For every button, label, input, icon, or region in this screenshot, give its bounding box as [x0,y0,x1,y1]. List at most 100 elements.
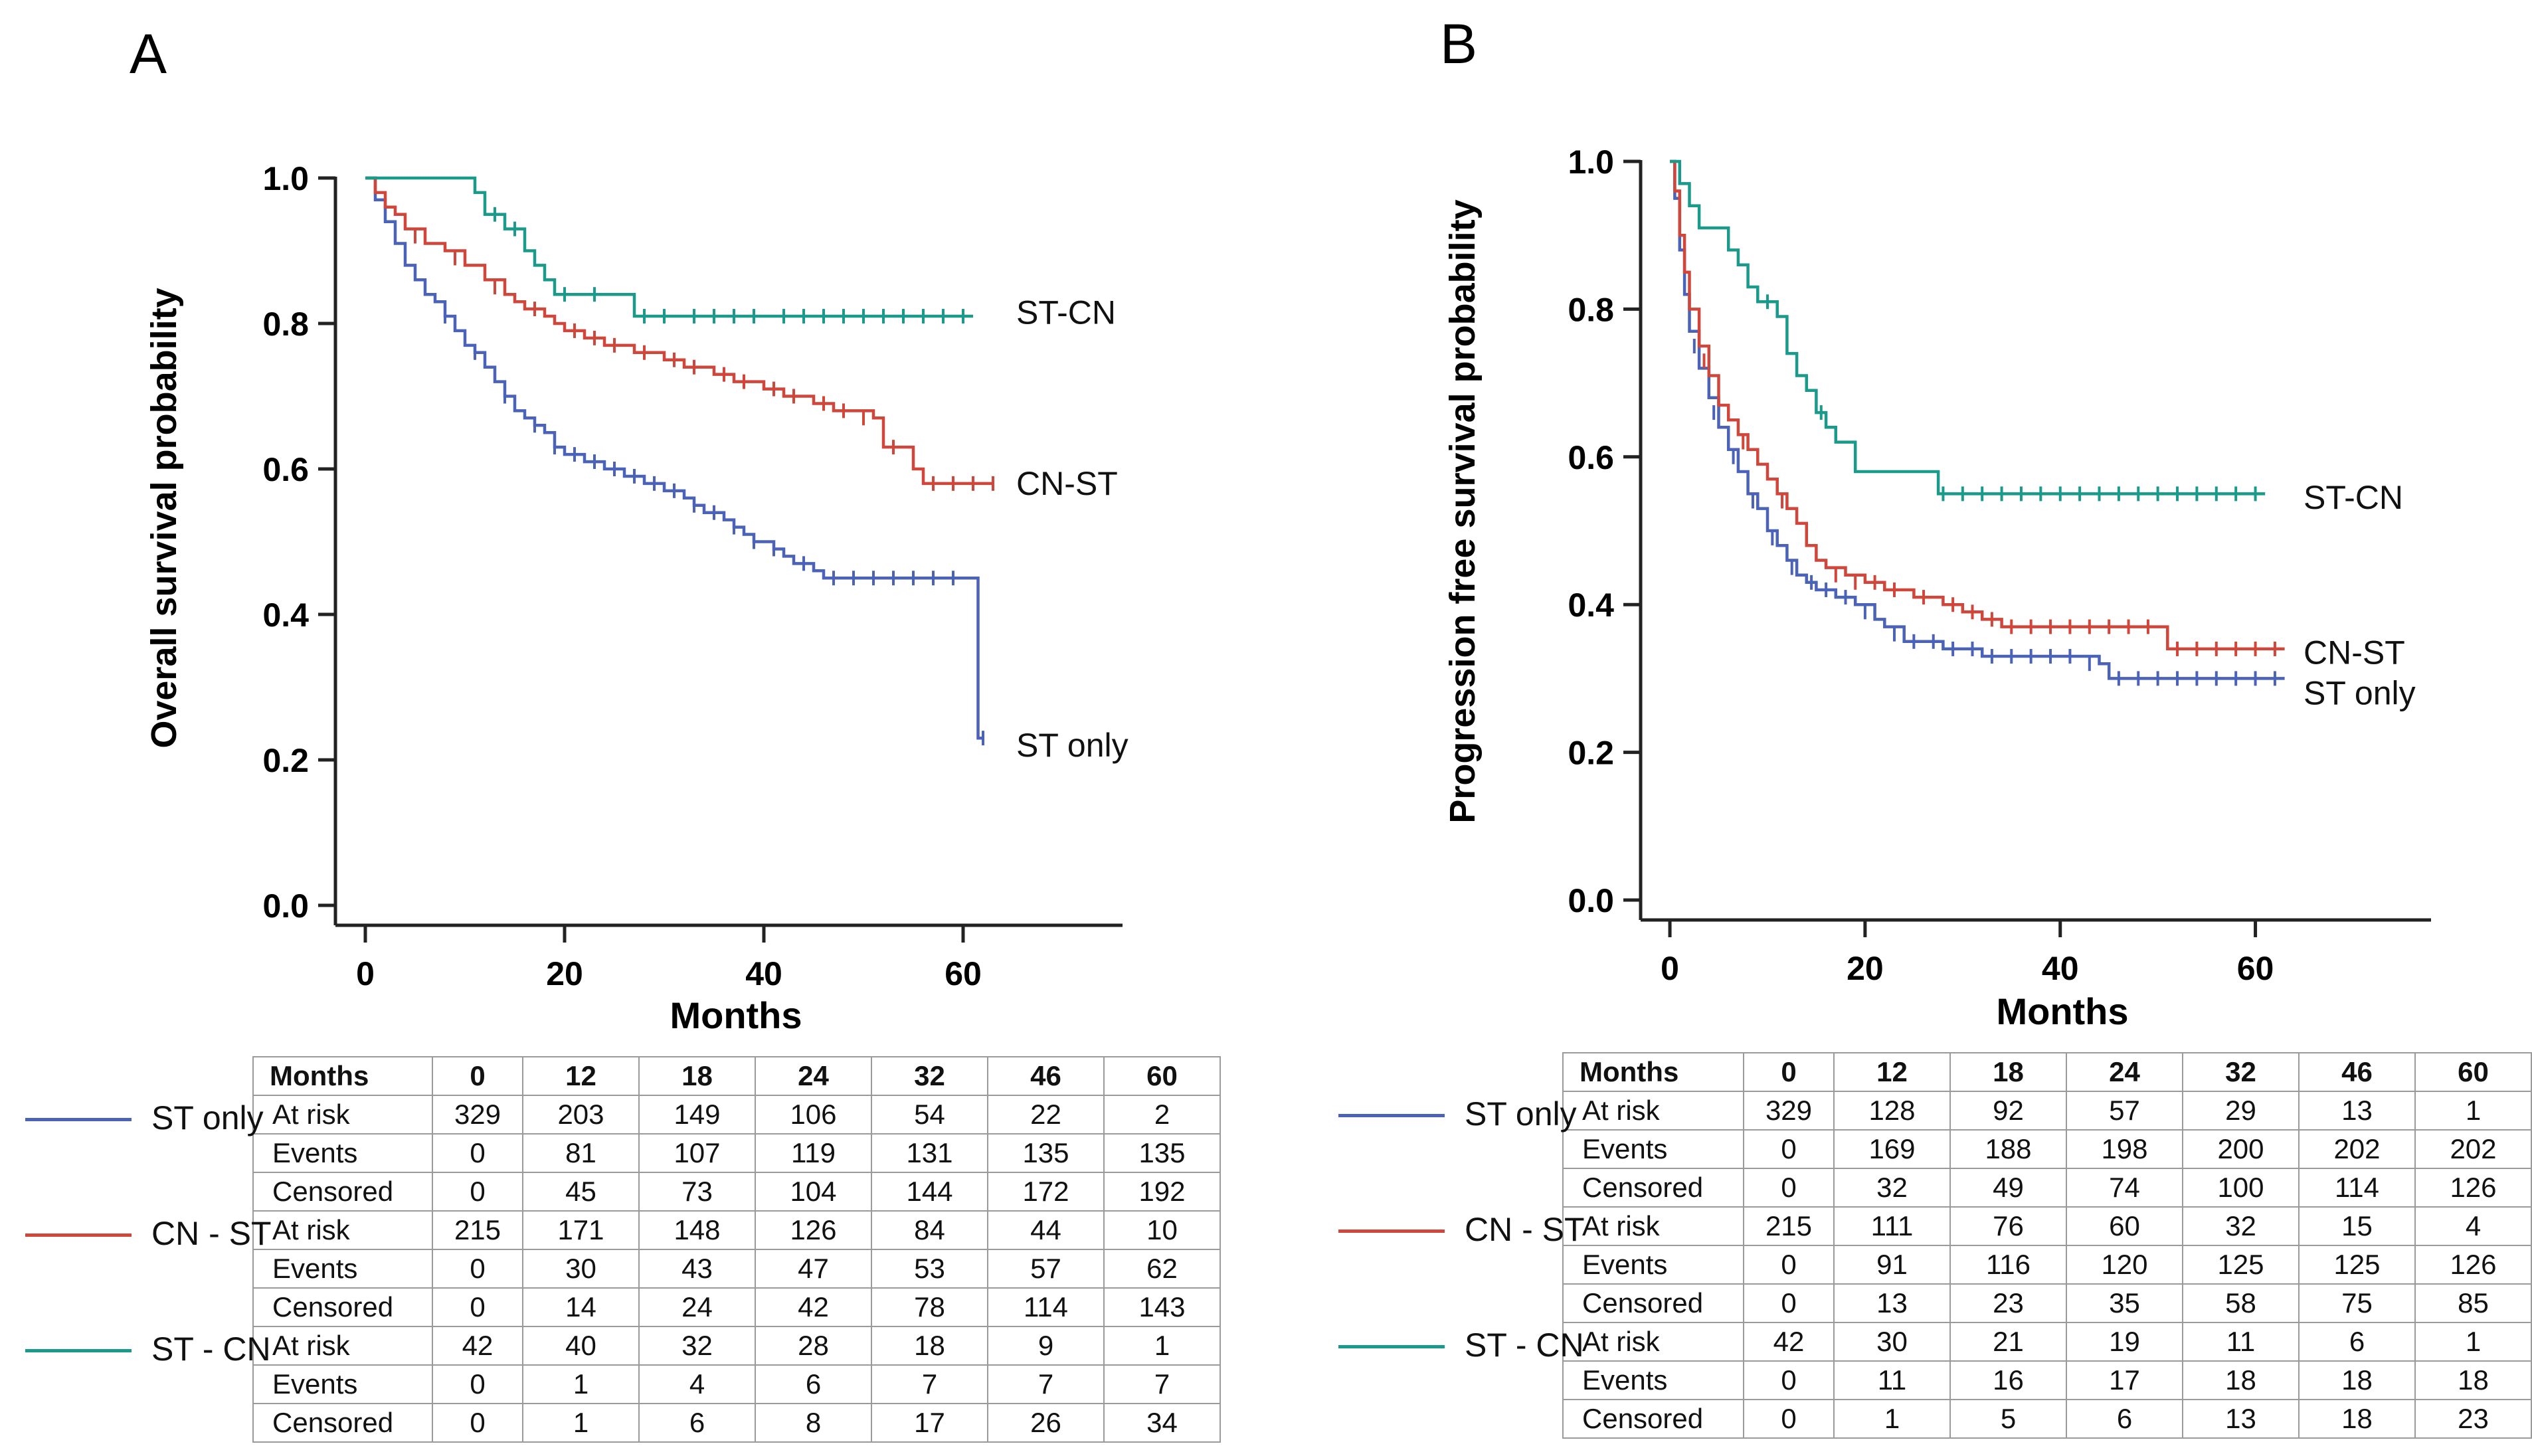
x-tick-label: 20 [1847,950,1884,987]
x-axis-label: Months [670,994,802,1036]
table-cell: 11 [2182,1322,2300,1362]
table-cell: 128 [1833,1091,1951,1131]
table-cell: 6 [2298,1322,2416,1362]
table-cell: 23 [1949,1283,2067,1323]
table-cell: 78 [871,1287,988,1327]
table-cell: 126 [2414,1245,2532,1285]
table-row: Events 0 169 188 198 200 202 202 [1562,1129,2532,1169]
risk-table-b: Months 0 12 18 24 32 46 60 At risk 329 128 92 57 29 13… [1562,1052,2532,1439]
table-cell: 13 [2298,1091,2416,1131]
table-cell: 53 [871,1249,988,1289]
table-cell: 111 [1833,1206,1951,1246]
series-end-label: ST-CN [2304,479,2403,516]
table-header-cell: 46 [2298,1052,2416,1092]
table-cell: 135 [1103,1133,1221,1173]
table-cell: 1 [1833,1399,1951,1439]
table-cell: 92 [1949,1091,2067,1131]
table-header-cell: 24 [2066,1052,2183,1092]
legend-label: ST only [151,1099,264,1137]
row-label: Censored [252,1287,433,1327]
y-tick-label: 0.6 [262,451,309,488]
table-cell: 100 [2182,1168,2300,1208]
table-cell: 42 [755,1287,872,1327]
table-cell: 106 [755,1095,872,1135]
table-cell: 58 [2182,1283,2300,1323]
legend-label: ST - CN [151,1330,271,1368]
table-cell: 143 [1103,1287,1221,1327]
series-end-label: ST only [1016,727,1129,764]
x-tick-label: 40 [2042,950,2079,987]
table-cell: 84 [871,1210,988,1250]
table-cell: 0 [1743,1245,1835,1285]
table-row: Censored 0 1 6 8 17 26 34 [252,1403,1221,1443]
table-cell: 49 [1949,1168,2067,1208]
table-cell: 30 [1833,1322,1951,1362]
series-line-st-only [365,176,983,740]
x-tick-label: 40 [745,955,782,992]
table-cell: 172 [987,1172,1105,1212]
table-header-cell: 0 [1743,1052,1835,1092]
table-header-cell: 32 [871,1056,988,1096]
legend-swatch [25,1233,132,1237]
table-cell: 32 [638,1326,756,1366]
table-cell: 24 [638,1287,756,1327]
y-tick-label: 0.2 [262,742,309,779]
table-cell: 7 [871,1364,988,1404]
table-row: Events 0 91 116 120 125 125 126 [1562,1245,2532,1285]
table-row: At risk 42 30 21 19 11 6 1 [1562,1322,2532,1362]
table-header-row: Months 0 12 18 24 32 46 60 [252,1056,1221,1096]
table-header-cell: 0 [432,1056,523,1096]
table-cell: 28 [755,1326,872,1366]
table-cell: 1 [2414,1322,2532,1362]
series-line-st-cn [365,176,973,318]
table-row: At risk 42 40 32 28 18 9 1 [252,1326,1221,1366]
y-tick-label: 0.6 [1568,439,1614,476]
table-cell: 131 [871,1133,988,1173]
table-row: Events 0 1 4 6 7 7 7 [252,1364,1221,1404]
legend-swatch [1338,1114,1445,1117]
series-end-label: CN-ST [1016,465,1118,502]
table-cell: 198 [2066,1129,2183,1169]
row-label: At risk [252,1210,433,1250]
table-cell: 75 [2298,1283,2416,1323]
table-header-cell: Months [1562,1052,1744,1092]
series-end-label: ST only [2304,675,2416,712]
legend-label: ST - CN [1465,1326,1584,1364]
table-cell: 1 [522,1403,640,1443]
table-header-cell: 12 [1833,1052,1951,1092]
table-cell: 215 [432,1210,523,1250]
table-cell: 44 [987,1210,1105,1250]
table-cell: 1 [2414,1091,2532,1131]
table-cell: 19 [2066,1322,2183,1362]
table-cell: 91 [1833,1245,1951,1285]
row-label: Events [252,1364,433,1404]
y-tick-label: 0.4 [1568,587,1614,624]
row-label: Censored [252,1172,433,1212]
table-cell: 0 [1743,1360,1835,1400]
table-cell: 0 [432,1133,523,1173]
row-label: At risk [252,1095,433,1135]
table-cell: 13 [2182,1399,2300,1439]
table-cell: 54 [871,1095,988,1135]
table-cell: 171 [522,1210,640,1250]
table-cell: 45 [522,1172,640,1212]
table-cell: 104 [755,1172,872,1212]
row-label: At risk [252,1326,433,1366]
table-cell: 15 [2298,1206,2416,1246]
y-tick-label: 0.8 [262,306,309,343]
table-cell: 107 [638,1133,756,1173]
table-row: Events 0 30 43 47 53 57 62 [252,1249,1221,1289]
table-cell: 18 [2298,1399,2416,1439]
row-label: Censored [1562,1283,1744,1323]
table-cell: 18 [2414,1360,2532,1400]
x-tick-label: 0 [1661,950,1679,987]
table-cell: 18 [2298,1360,2416,1400]
table-cell: 188 [1949,1129,2067,1169]
table-cell: 14 [522,1287,640,1327]
table-cell: 32 [1833,1168,1951,1208]
table-cell: 149 [638,1095,756,1135]
table-cell: 23 [2414,1399,2532,1439]
table-cell: 73 [638,1172,756,1212]
row-label: Censored [252,1403,433,1443]
table-cell: 22 [987,1095,1105,1135]
